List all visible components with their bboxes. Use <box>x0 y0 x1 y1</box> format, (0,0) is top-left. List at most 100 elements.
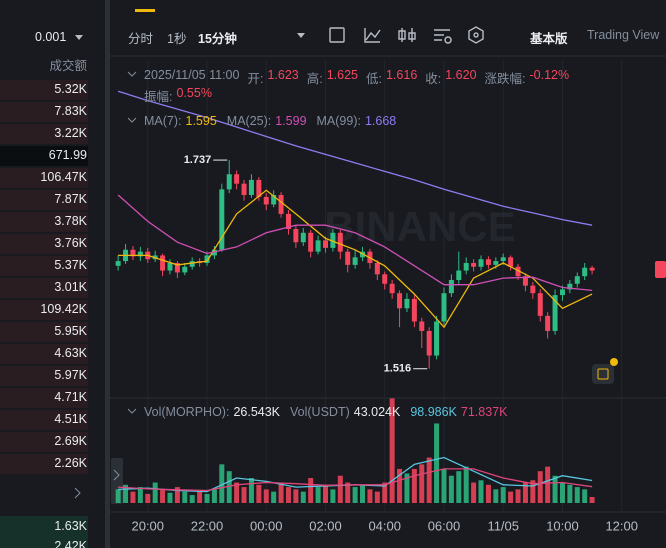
candle-body <box>545 315 551 331</box>
icon-candles[interactable] <box>398 28 416 42</box>
turnover-value: 3.78K <box>54 214 87 228</box>
volume-bar <box>204 493 210 503</box>
candle-body <box>448 279 454 294</box>
collapse-icon[interactable] <box>127 71 137 77</box>
view-tab[interactable]: Trading View <box>587 28 660 42</box>
legend-value: 1.599 <box>275 114 307 128</box>
icon-hex[interactable] <box>468 26 484 44</box>
candle-time: 2025/11/05 11:00 <box>144 68 240 82</box>
candle-body <box>537 293 543 316</box>
turnover-value: 5.95K <box>54 324 87 338</box>
collapse-icon[interactable] <box>127 117 137 123</box>
volume-bar <box>315 487 321 503</box>
candle-body <box>234 174 240 184</box>
icon-calendar[interactable] <box>329 27 345 43</box>
turnover-value: 106.47K <box>40 170 87 184</box>
interval-tab[interactable]: 1秒 <box>167 32 187 46</box>
volume-bar <box>285 487 291 503</box>
candle-body <box>137 251 143 257</box>
legend-item: 71.837K <box>460 405 508 419</box>
volume-bar <box>434 423 440 503</box>
price-tag <box>655 261 666 278</box>
volume-ma-line <box>118 456 593 493</box>
candle-body <box>241 183 247 196</box>
volume-bar <box>248 478 254 503</box>
row-bg <box>0 344 88 364</box>
candle-body <box>256 179 262 197</box>
volume-bar <box>219 464 225 503</box>
icon-indicator[interactable] <box>364 28 381 43</box>
volume-bar <box>256 484 262 503</box>
candle-body <box>189 261 195 267</box>
row-bg <box>0 124 88 144</box>
volume-bar <box>226 471 232 503</box>
ohlc-legend: 2025/11/05 11:00 开: 1.623 高: 1.625 低: 1.616 收: 1… <box>144 68 573 87</box>
volume-bar <box>293 489 299 503</box>
candle-body <box>582 267 588 277</box>
legend-item: 26.543K <box>233 405 281 419</box>
volume-bar <box>241 487 247 503</box>
volume-bar <box>337 475 343 503</box>
field-value: 0.55% <box>176 86 212 100</box>
view-tab[interactable]: 基本版 <box>530 32 568 46</box>
expand-arrow[interactable] <box>73 487 83 499</box>
row-bg <box>0 322 88 342</box>
candle-body <box>493 261 499 265</box>
volume-bar <box>522 482 528 503</box>
volume-bar <box>582 489 588 503</box>
turnover-value: 5.37K <box>54 258 87 272</box>
ma-legend: MA(7): 1.595 MA(25): 1.599 MA(99): 1.668 <box>144 114 402 128</box>
candle-body <box>374 262 380 275</box>
volume-bar <box>189 495 195 503</box>
field-value: 1.620 <box>445 68 477 82</box>
candle-body <box>434 321 440 356</box>
tick-size[interactable]: 0.001 <box>35 30 67 44</box>
row-bg <box>0 366 88 386</box>
candle-body <box>397 293 403 309</box>
row-bg <box>0 516 88 536</box>
candle-body <box>271 195 277 205</box>
candle-body <box>248 179 254 196</box>
candle-body <box>382 274 388 284</box>
collapse-icon[interactable] <box>127 408 137 414</box>
ma-line <box>118 189 593 329</box>
field-label: 收: <box>425 72 442 86</box>
volume-bar <box>182 491 188 503</box>
candle-body <box>530 285 536 294</box>
volume-bar <box>530 480 536 503</box>
volume-bar <box>152 482 158 503</box>
legend-value: 1.668 <box>364 114 397 128</box>
tool-button[interactable] <box>592 364 614 384</box>
volume-bar <box>352 487 358 503</box>
volume-bar <box>360 484 366 503</box>
volume-bar <box>493 489 499 503</box>
interval-tab[interactable]: 分时 <box>128 32 154 46</box>
candle-body <box>322 240 328 248</box>
dropdown-caret[interactable] <box>297 33 305 38</box>
turnover-value: 671.99 <box>48 148 87 162</box>
legend-label: MA(25): <box>226 114 272 128</box>
candle-body <box>182 266 188 273</box>
volume-legend: Vol(MORPHO): 26.543K Vol(USDT) 43.024K 98.98… <box>144 405 513 419</box>
candle-body <box>389 283 395 294</box>
field-value: 1.623 <box>267 68 299 82</box>
turnover-value: 4.63K <box>54 346 87 360</box>
volume-bar <box>411 468 417 503</box>
candle-body <box>441 293 447 322</box>
sidebar: 0.001 成交额 5.32K 7.83K 3.22K 671.99 106.47K 7.… <box>0 0 105 548</box>
volume-bar <box>271 491 277 503</box>
candle-body <box>485 259 491 265</box>
candle-body <box>226 174 232 190</box>
x-tick-label: 11/05 <box>487 518 519 533</box>
turnover-value: 7.83K <box>54 104 87 118</box>
candle-body <box>160 255 166 271</box>
volume-bar <box>300 491 306 503</box>
volume-bar <box>448 475 454 503</box>
candle-body <box>337 232 343 252</box>
icon-settings-list[interactable] <box>434 29 452 44</box>
interval-tab[interactable]: 15分钟 <box>198 32 237 46</box>
divider <box>105 0 110 548</box>
volume-bar <box>537 471 543 503</box>
candle-body <box>500 257 506 262</box>
